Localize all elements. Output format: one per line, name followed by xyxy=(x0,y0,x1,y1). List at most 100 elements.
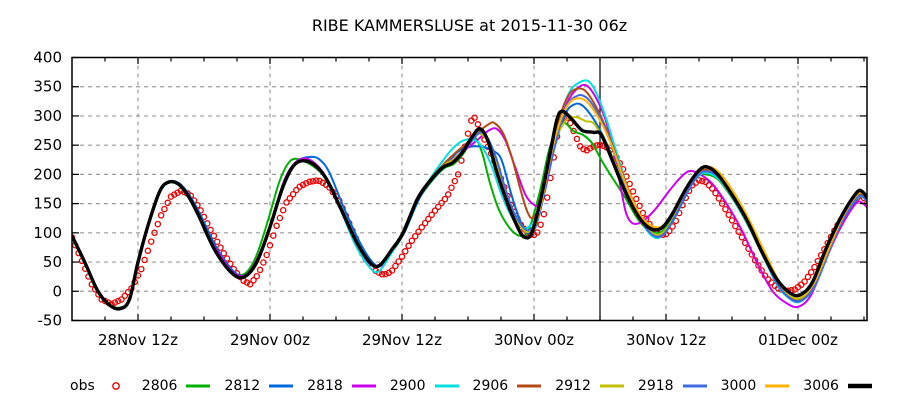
obs-marker xyxy=(537,221,544,228)
obs-marker xyxy=(161,205,168,213)
obs-marker xyxy=(425,215,432,223)
obs-marker xyxy=(151,229,158,237)
obs-marker xyxy=(435,203,442,211)
legend-swatch-obs xyxy=(111,382,120,390)
obs-marker xyxy=(213,238,221,245)
legend-label: 2912 xyxy=(555,378,591,394)
obs-marker xyxy=(157,212,165,219)
obs-marker xyxy=(474,121,482,128)
legend-label: 2806 xyxy=(141,378,178,394)
obs-marker xyxy=(402,248,409,255)
obs-marker xyxy=(695,176,703,184)
obs-marker xyxy=(118,296,125,303)
obs-marker xyxy=(220,250,228,257)
obs-marker xyxy=(715,195,723,202)
legend-swatch-2818 xyxy=(351,384,376,388)
obs-marker xyxy=(468,117,475,124)
obs-marker xyxy=(293,186,300,194)
legend-label: 2918 xyxy=(637,378,674,394)
obs-marker xyxy=(250,277,257,284)
obs-marker xyxy=(629,188,637,195)
obs-marker xyxy=(266,242,274,249)
legend-item-2812: 2812 xyxy=(224,378,295,394)
legend-swatch-2918 xyxy=(682,384,707,388)
obs-marker xyxy=(596,141,604,149)
obs-marker xyxy=(567,119,574,127)
obs-marker xyxy=(768,279,775,286)
legend-swatch-2900 xyxy=(434,384,459,388)
obs-marker xyxy=(312,177,320,184)
x-tick-label: 30Nov 00z xyxy=(494,331,574,349)
x-tick-label: 01Dec 00z xyxy=(758,331,838,349)
obs-marker xyxy=(428,211,435,219)
obs-marker xyxy=(438,199,445,207)
obs-marker xyxy=(303,179,310,187)
obs-marker xyxy=(296,183,303,190)
legend-swatch-3000 xyxy=(765,384,790,388)
obs-marker xyxy=(543,194,551,201)
y-tick-label: 300 xyxy=(33,107,62,125)
legend-swatch-2806 xyxy=(186,384,211,388)
obs-marker xyxy=(801,278,808,285)
obs-marker xyxy=(114,297,122,305)
legend-label: 3006 xyxy=(803,378,839,394)
obs-marker xyxy=(718,200,726,207)
gridlines xyxy=(72,57,867,321)
x-tick-label: 30Nov 12z xyxy=(626,331,706,349)
legend-label: obs xyxy=(70,378,95,394)
obs-marker xyxy=(534,229,541,236)
obs-marker xyxy=(441,195,449,203)
obs-marker xyxy=(154,220,162,228)
obs-marker xyxy=(253,272,261,280)
obs-marker xyxy=(755,262,762,269)
obs-marker xyxy=(260,259,267,266)
series-3006-line xyxy=(72,109,867,311)
obs-marker xyxy=(807,268,815,276)
legend-item-2900: 2900 xyxy=(390,378,461,394)
obs-marker xyxy=(392,262,399,270)
x-tick-label: 28Nov 12z xyxy=(98,331,178,349)
obs-marker xyxy=(388,267,396,274)
x-tick-label: 29Nov 00z xyxy=(230,331,310,349)
legend-item-2818: 2818 xyxy=(307,378,378,394)
obs-marker xyxy=(454,171,462,178)
obs-marker xyxy=(732,222,739,230)
obs-marker xyxy=(286,195,294,202)
obs-marker xyxy=(444,191,452,198)
legend-item-3000: 3000 xyxy=(721,378,792,394)
obs-marker xyxy=(243,279,251,286)
obs-marker xyxy=(273,222,280,230)
obs-marker xyxy=(699,177,706,185)
obs-marker xyxy=(586,145,594,152)
obs-marker-glyph xyxy=(111,382,120,390)
obs-marker xyxy=(408,237,416,244)
obs-marker xyxy=(448,184,455,191)
obs-marker xyxy=(138,265,145,273)
obs-marker xyxy=(405,242,412,250)
legend-label: 2900 xyxy=(389,378,426,394)
obs-marker xyxy=(144,247,152,255)
obs-marker xyxy=(289,190,297,198)
obs-marker xyxy=(712,189,719,197)
obs-marker xyxy=(735,228,742,235)
plot-border xyxy=(71,56,868,322)
obs-marker xyxy=(382,270,389,278)
y-tick-label: 100 xyxy=(33,224,62,242)
obs-marker xyxy=(464,130,472,137)
obs-marker xyxy=(451,177,459,185)
obs-marker xyxy=(421,219,429,227)
series-2818-line xyxy=(203,83,867,309)
obs-marker xyxy=(804,273,812,281)
obs-marker xyxy=(256,266,264,274)
chart-legend: obs 2806 2812 2818 2900 2906 2912 2918 3000 3006 xyxy=(70,376,874,396)
obs-marker xyxy=(395,258,402,265)
y-tick-label: 150 xyxy=(33,195,62,213)
series-2900-line xyxy=(269,79,867,304)
obs-marker xyxy=(141,256,148,264)
obs-marker xyxy=(306,178,313,186)
axis-ticks xyxy=(72,56,867,322)
obs-marker xyxy=(270,232,277,239)
legend-item-obs: obs xyxy=(70,378,130,394)
